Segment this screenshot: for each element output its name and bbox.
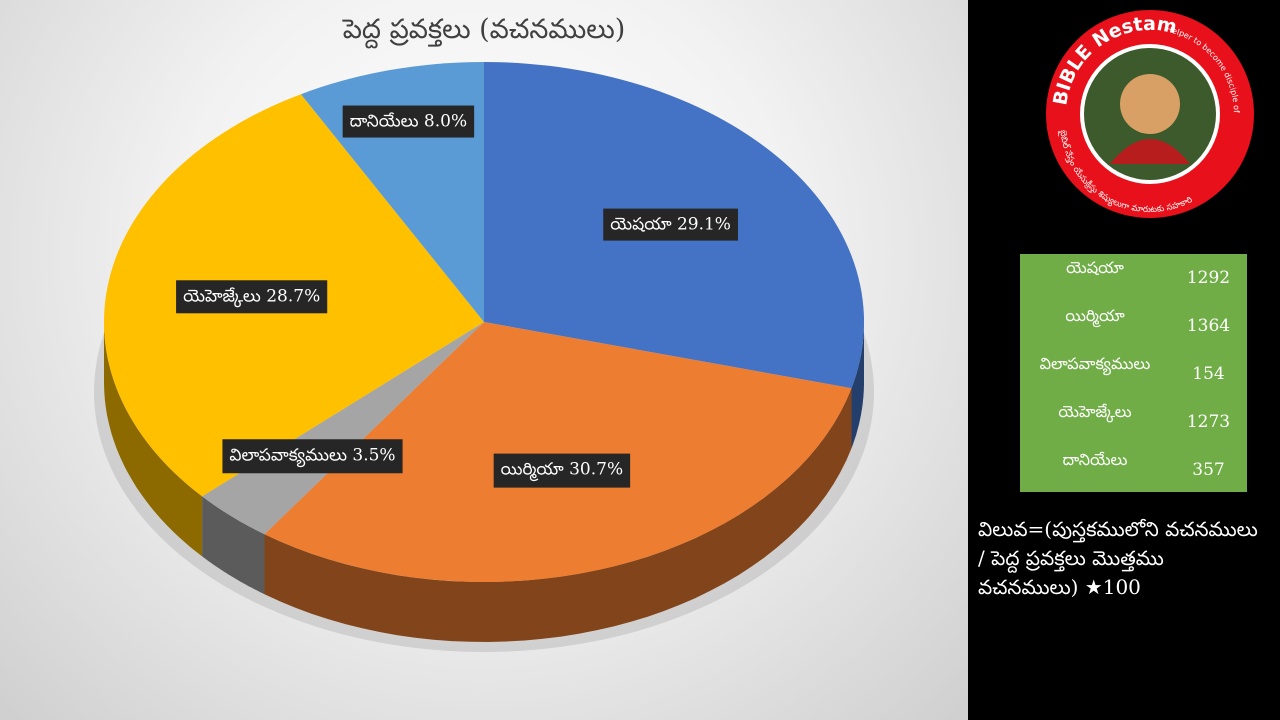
table-row: యిర్మియా 1364 <box>1020 302 1247 349</box>
table-row: యెషయా 1292 <box>1020 254 1247 301</box>
data-label-text: దానియేలు 8.0% <box>350 112 467 132</box>
table-verse-count: 1273 <box>1186 412 1231 432</box>
bible-nestam-logo: BIBLE Nestam Helper to become disciple o… <box>1040 4 1254 218</box>
pie-chart: యెషయా 29.1% యిర్మియా 30.7% విలాపవాక్యములు … <box>103 62 865 642</box>
formula-line-2: / పెద్ద ప్రవక్తలు మొత్తము <box>978 546 1164 570</box>
table-verse-count: 357 <box>1192 460 1225 480</box>
table-book-name: విలాపవాక్యములు <box>1039 354 1151 373</box>
table-row: దానియేలు 357 <box>1020 446 1247 493</box>
data-label-box <box>176 280 328 314</box>
table-book-name: యెషయా <box>1066 258 1124 277</box>
data-label-box <box>493 453 631 488</box>
data-label-1: యెషయా 29.1% <box>603 208 738 241</box>
data-label-text: యిర్మియా 30.7% <box>501 460 623 482</box>
pie-slice-side-3 <box>202 496 265 595</box>
verse-count-table: యెషయా 1292 యిర్మియా 1364 విలాపవాక్యములు … <box>1020 254 1247 492</box>
chart-panel: పెద్ద ప్రవక్తలు (వచనములు) యెషయా 29.1% యిర… <box>0 0 968 720</box>
table-book-name: యెహెజ్కేలు <box>1058 402 1132 421</box>
table-verse-count: 1292 <box>1186 268 1231 288</box>
data-label-box <box>603 208 738 241</box>
table-row: విలాపవాక్యములు 154 <box>1020 350 1247 397</box>
data-label-2: యిర్మియా 30.7% <box>493 453 631 488</box>
table-row: యెహెజ్కేలు 1273 <box>1020 398 1247 445</box>
data-label-3: విలాపవాక్యములు 3.5% <box>222 439 403 474</box>
data-label-text: యెషయా 29.1% <box>610 215 731 235</box>
data-label-5: దానియేలు 8.0% <box>342 105 475 138</box>
pie-slice-side-1 <box>851 322 864 449</box>
formula-line-1: విలువ=(పుస్తకములోని వచనములు <box>978 517 1258 541</box>
data-label-text: విలాపవాక్యములు 3.5% <box>229 445 395 467</box>
pie-slice-side-2 <box>264 388 852 642</box>
data-label-box <box>342 105 475 138</box>
pie-slice-3 <box>202 322 484 535</box>
percentage-formula: విలువ=(పుస్తకములోని వచనములు / పెద్ద ప్రవ… <box>978 515 1273 602</box>
table-book-name: దానియేలు <box>1062 450 1128 469</box>
chart-title: పెద్ద ప్రవక్తలు (వచనములు) <box>342 14 626 45</box>
data-label-text: యెహెజ్కేలు 28.7% <box>183 286 320 307</box>
data-label-box <box>222 439 403 474</box>
pie-slice-2 <box>264 322 852 582</box>
formula-line-3: వచనములు) ★100 <box>978 575 1141 599</box>
data-label-4: యెహెజ్కేలు 28.7% <box>176 280 328 314</box>
table-verse-count: 154 <box>1192 364 1225 384</box>
table-verse-count: 1364 <box>1186 316 1231 336</box>
table-book-name: యిర్మియా <box>1065 306 1125 325</box>
pie-slice-side-4 <box>104 322 203 557</box>
